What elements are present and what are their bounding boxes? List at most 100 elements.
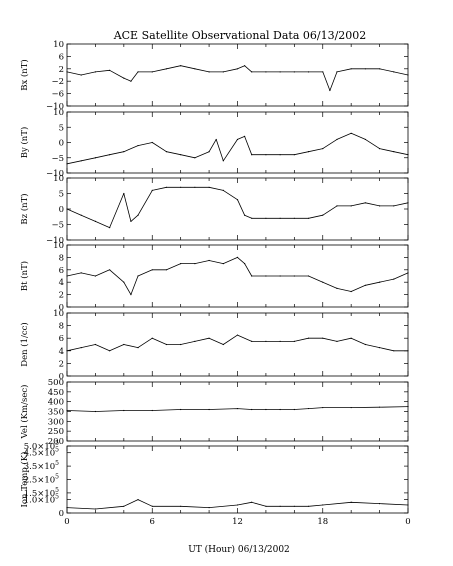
data-point — [364, 138, 366, 141]
data-point — [322, 406, 324, 409]
data-point — [322, 214, 324, 216]
data-point — [180, 263, 182, 265]
y-tick-label: 4 — [59, 347, 64, 357]
data-point — [307, 151, 310, 153]
y-tick-label: 350 — [48, 408, 64, 418]
y-tick-label: −2 — [51, 77, 64, 87]
data-point — [165, 343, 168, 346]
data-point — [329, 89, 331, 92]
y-tick-label: 0 — [59, 139, 64, 149]
data-point — [322, 281, 324, 283]
y-tick-exponent: 5 — [55, 487, 59, 494]
data-point — [94, 508, 97, 510]
y-tick-label: 10 — [53, 174, 64, 184]
data-point — [236, 138, 239, 141]
y-tick-label: 10 — [53, 108, 64, 118]
data-point — [393, 71, 395, 73]
data-point — [236, 407, 239, 410]
y-tick-label: 2.5×105 — [24, 474, 59, 486]
data-point — [265, 505, 267, 507]
y-tick-label: 2 — [59, 65, 64, 75]
data-point — [279, 408, 281, 411]
data-point — [244, 135, 246, 137]
data-point — [208, 259, 210, 262]
y-tick-label: 1.5×105 — [24, 487, 59, 499]
y-tick-exponent: 5 — [55, 440, 59, 447]
data-point — [180, 505, 182, 507]
data-point — [151, 269, 153, 271]
y-tick-exponent: 5 — [55, 460, 59, 467]
data-point — [94, 157, 97, 159]
data-point — [393, 151, 395, 153]
y-tick-label: 0 — [59, 205, 64, 215]
data-point — [130, 294, 132, 296]
data-point — [208, 507, 210, 509]
data-point — [251, 501, 253, 503]
data-point — [378, 68, 381, 70]
data-point — [279, 340, 281, 342]
data-point — [123, 505, 125, 507]
data-point — [80, 214, 82, 216]
data-point — [66, 507, 68, 509]
data-point — [236, 199, 239, 201]
data-point — [236, 68, 239, 70]
data-point — [165, 151, 168, 153]
y-tick-label: 2 — [59, 359, 64, 369]
y-tick-label: 3.5×105 — [24, 460, 59, 472]
panel-frame — [66, 177, 409, 241]
data-point — [109, 154, 111, 156]
data-point — [222, 160, 224, 162]
data-point — [236, 504, 239, 506]
data-point — [251, 275, 253, 277]
data-point — [151, 71, 153, 73]
data-point — [336, 205, 338, 207]
series-line — [66, 406, 409, 412]
data-point — [378, 205, 381, 207]
data-point — [407, 405, 409, 408]
data-point — [222, 263, 224, 265]
y-axis-label: Bt (nT) — [19, 261, 30, 291]
data-point — [109, 350, 111, 352]
data-point — [94, 275, 97, 277]
y-tick-label: 200 — [48, 437, 64, 447]
panel-5: 10 8 6 4 2 0 Den (1/cc) — [19, 309, 409, 382]
data-point — [393, 350, 395, 352]
data-point — [350, 132, 352, 134]
data-point — [137, 275, 139, 277]
y-tick-label: −5 — [51, 154, 64, 164]
y-tick-label: 10 — [53, 241, 64, 251]
data-point — [66, 275, 68, 277]
data-point — [180, 154, 182, 156]
panel-frame — [66, 312, 409, 377]
data-point — [123, 77, 125, 79]
data-point — [130, 220, 132, 222]
data-point — [66, 71, 68, 73]
data-point — [393, 278, 395, 280]
data-point — [151, 409, 153, 412]
data-point — [378, 281, 381, 283]
panels-group: 10 6 2 −2 −6 −10 Bx (nT) 10 5 0 −5 −10 By (nT) 10 5 0 −5… — [19, 40, 411, 527]
y-tick-label: 4 — [59, 278, 64, 288]
data-point — [293, 71, 295, 73]
data-point — [307, 505, 310, 507]
data-point — [80, 160, 82, 162]
data-point — [123, 151, 125, 153]
data-point — [293, 217, 295, 219]
data-point — [393, 205, 395, 207]
data-point — [208, 186, 210, 188]
data-point — [265, 154, 267, 156]
data-point — [293, 275, 295, 277]
data-point — [130, 80, 132, 82]
panel-1: 10 6 2 −2 −6 −10 Bx (nT) — [19, 40, 409, 112]
panel-frame — [66, 244, 409, 308]
data-point — [350, 290, 352, 293]
data-point — [165, 186, 168, 188]
data-point — [293, 154, 295, 156]
data-point — [364, 284, 366, 286]
data-point — [251, 154, 253, 156]
panel-4: 10 8 6 4 2 0 Bt (nT) — [19, 241, 409, 313]
data-point — [265, 71, 267, 73]
data-point — [194, 157, 196, 159]
data-point — [236, 334, 239, 336]
data-point — [123, 281, 125, 283]
